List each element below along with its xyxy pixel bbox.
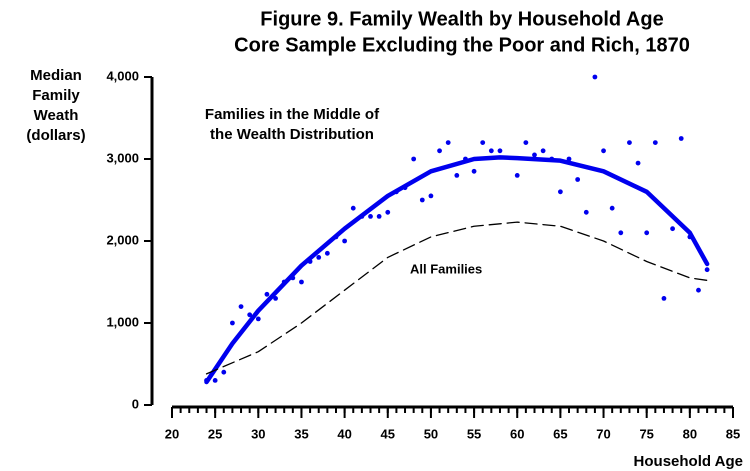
- data-point: [385, 209, 391, 215]
- x-tick-label: 55: [467, 426, 481, 441]
- data-point: [316, 255, 322, 260]
- chart-title: Figure 9. Family Wealth by Household Age: [260, 8, 663, 30]
- data-point: [299, 279, 304, 285]
- x-tick-label: 25: [208, 426, 222, 441]
- data-point: [678, 136, 684, 141]
- data-point: [627, 140, 632, 146]
- data-point: [497, 148, 503, 154]
- data-point: [411, 156, 417, 162]
- data-point: [221, 369, 227, 375]
- y-axis-label: Weath: [34, 107, 79, 124]
- data-point: [540, 148, 546, 154]
- dashed-curve: [205, 221, 708, 375]
- data-point: [618, 230, 624, 236]
- data-point: [255, 316, 261, 322]
- data-point: [670, 226, 675, 232]
- x-tick-label: 35: [294, 426, 308, 441]
- data-point: [557, 189, 563, 195]
- data-point: [575, 177, 581, 182]
- data-point: [635, 160, 641, 166]
- data-point: [419, 197, 425, 203]
- y-tick-label: 0: [132, 396, 139, 411]
- y-axis-label: Median: [30, 67, 82, 84]
- data-point: [471, 168, 477, 174]
- x-tick-label: 30: [251, 426, 265, 441]
- y-tick-label: 4,000: [106, 68, 139, 83]
- x-tick-label: 70: [596, 426, 610, 441]
- x-axis-label: Household Age: [634, 453, 743, 470]
- annotation: All Families: [410, 261, 482, 276]
- x-tick-label: 45: [381, 426, 395, 441]
- data-point: [324, 250, 330, 256]
- data-point: [661, 296, 667, 301]
- data-point: [230, 320, 235, 326]
- annotation: the Wealth Distribution: [210, 126, 374, 143]
- data-point: [609, 205, 615, 211]
- data-point: [437, 148, 442, 154]
- data-point: [247, 312, 253, 318]
- fitted-curve: [204, 155, 710, 385]
- data-point: [488, 148, 494, 154]
- y-tick-label: 2,000: [106, 232, 139, 247]
- x-tick-label: 65: [553, 426, 567, 441]
- x-tick-label: 60: [510, 426, 524, 441]
- data-point: [428, 193, 434, 199]
- data-point: [601, 148, 606, 154]
- data-point: [523, 140, 529, 146]
- data-point: [212, 378, 218, 383]
- y-axis-label: (dollars): [26, 127, 85, 144]
- data-point: [350, 205, 356, 211]
- x-tick-label: 75: [639, 426, 653, 441]
- x-tick-label: 20: [165, 426, 179, 441]
- data-point: [238, 304, 244, 309]
- data-point: [480, 140, 486, 146]
- data-point: [592, 74, 598, 80]
- annotation: Families in the Middle of: [205, 106, 380, 123]
- data-point: [368, 214, 373, 219]
- y-axis-label: Family: [32, 87, 80, 104]
- data-point: [704, 267, 710, 273]
- y-tick-label: 1,000: [106, 314, 139, 329]
- x-tick-label: 40: [337, 426, 351, 441]
- data-point: [445, 140, 451, 146]
- y-tick-label: 3,000: [106, 150, 139, 165]
- chart-subtitle: Core Sample Excluding the Poor and Rich,…: [234, 34, 690, 56]
- x-tick-label: 85: [726, 426, 740, 441]
- data-point: [652, 140, 658, 146]
- data-point: [696, 287, 701, 293]
- data-point: [264, 291, 270, 297]
- data-point: [454, 173, 460, 178]
- data-point: [342, 238, 348, 244]
- x-tick-label: 50: [424, 426, 438, 441]
- data-point: [532, 152, 537, 158]
- data-point: [583, 209, 589, 215]
- data-point: [273, 296, 278, 301]
- x-tick-label: 80: [683, 426, 697, 441]
- data-point: [514, 173, 520, 178]
- data-point: [376, 214, 382, 219]
- data-point: [644, 230, 650, 236]
